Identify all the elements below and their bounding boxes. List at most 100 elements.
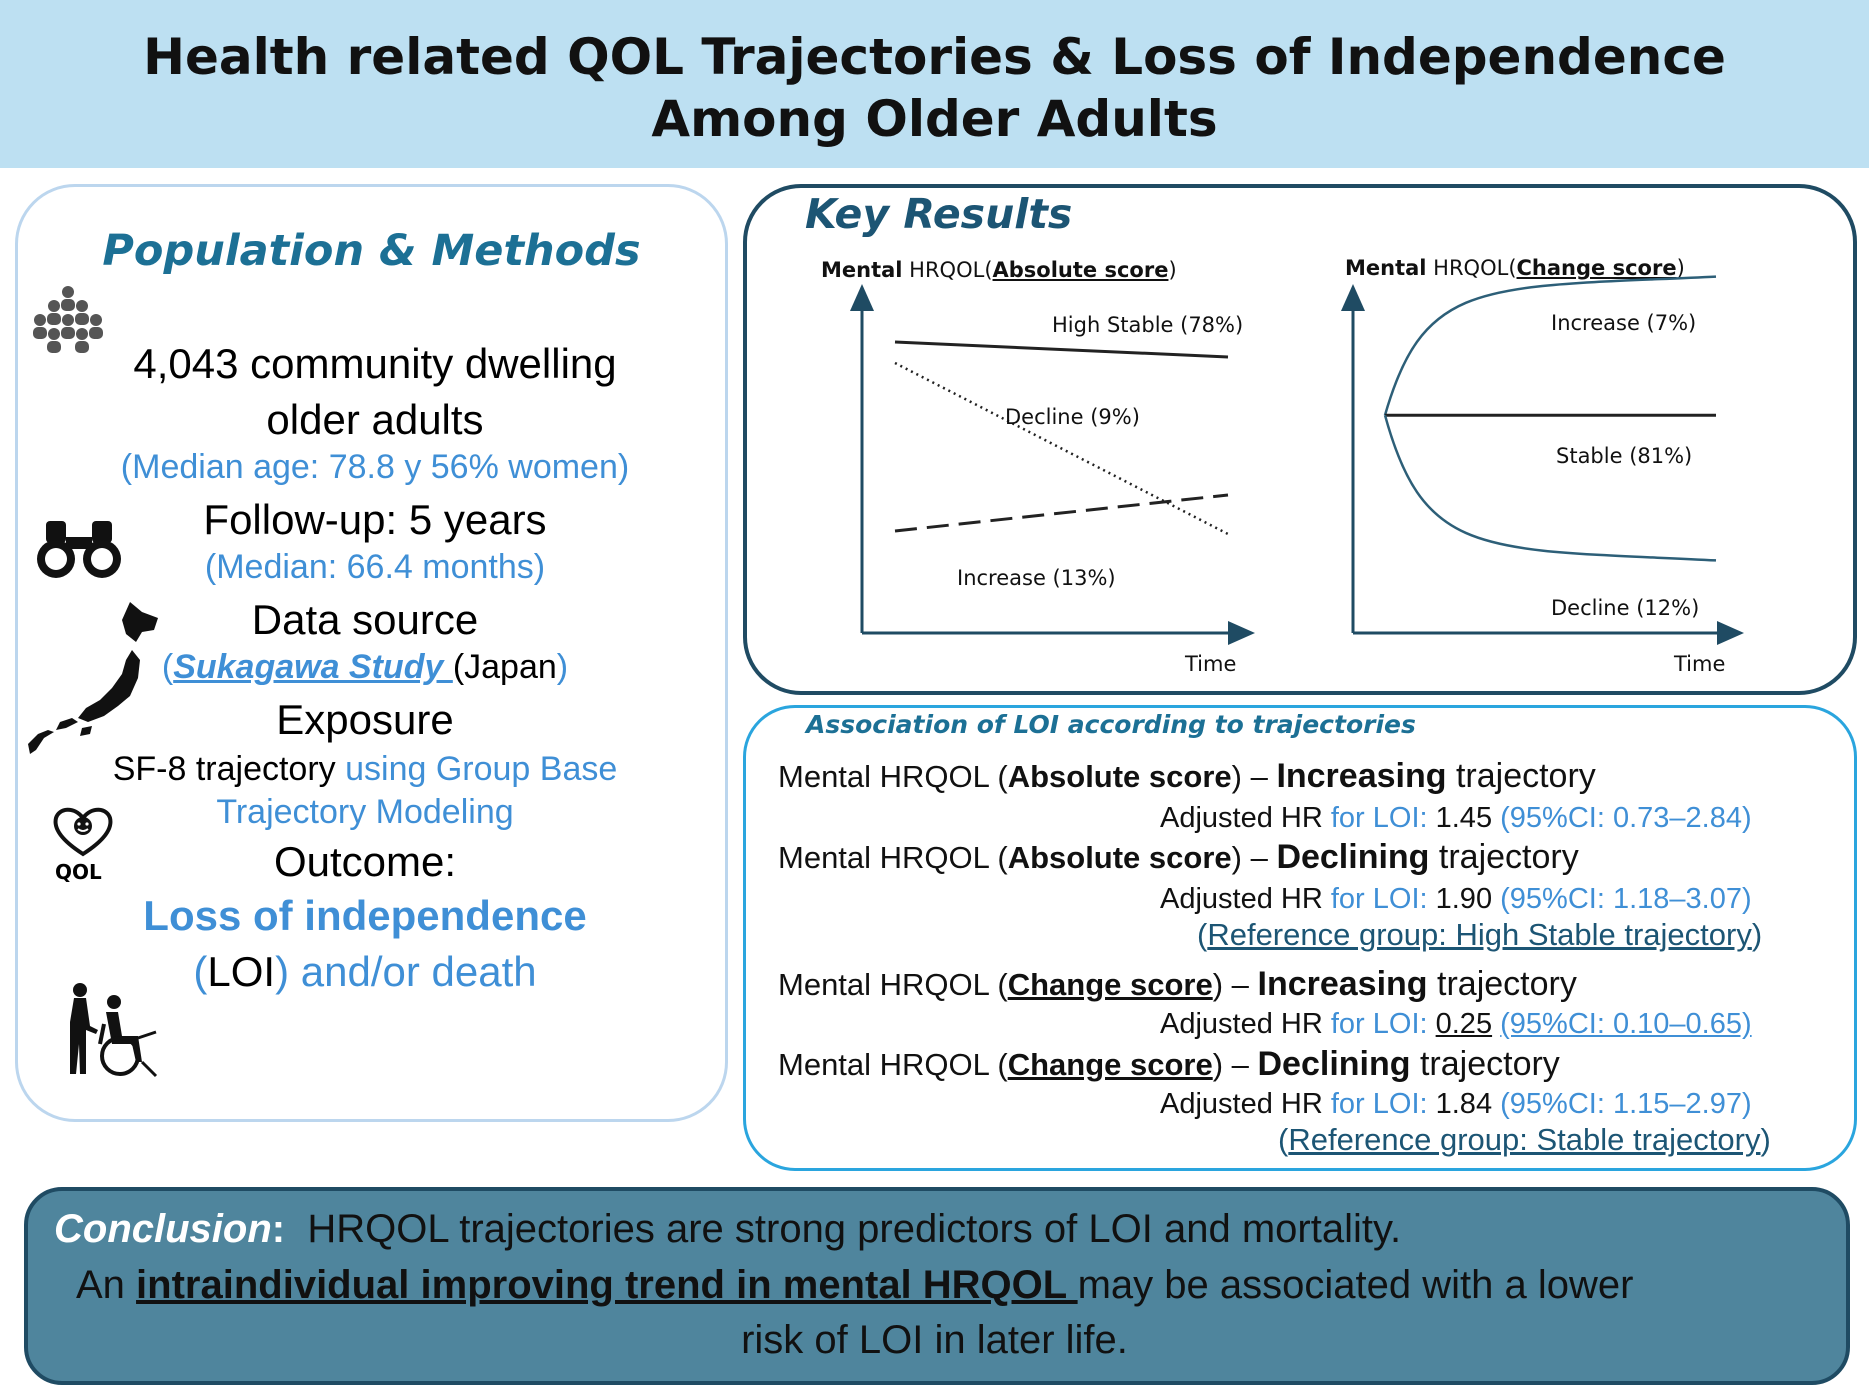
assoc-row-3-score: Change score — [1007, 967, 1213, 1002]
exposure-line-1: SF-8 trajectory using Group Base — [35, 750, 695, 789]
assoc-row-3-pre: Mental HRQOL ( — [778, 967, 1008, 1002]
chart-change-title-underlined: Change score — [1516, 256, 1677, 280]
assoc-row-4-hr-value: 1.84 — [1435, 1088, 1493, 1120]
conclusion-line-2-pre: An — [76, 1263, 137, 1307]
assoc-row-2: Mental HRQOL (Absolute score) – Declinin… — [778, 838, 1579, 877]
assoc-row-2-direction: Declining — [1276, 838, 1430, 876]
assoc-row-3-post: trajectory — [1427, 965, 1577, 1003]
reference-group-1-close: ) — [1751, 917, 1763, 952]
conclusion-emphasis: intraindividual improving trend in menta… — [136, 1263, 1078, 1307]
trajectory-line-chart2-series3 — [1383, 414, 1717, 562]
assoc-row-3-mid: ) – — [1212, 967, 1258, 1002]
chart-change-title: Mental HRQOL(Change score) — [1345, 256, 1685, 280]
title-banner: Health related QOL Trajectories & Loss o… — [0, 0, 1869, 168]
assoc-row-4-direction: Declining — [1257, 1045, 1411, 1083]
assoc-row-1-hr-prefix: Adjusted HR — [1160, 802, 1331, 834]
association-heading: Association of LOI according to trajecto… — [806, 710, 1416, 739]
methods-panel — [15, 184, 728, 1122]
followup-text: Follow-up: 5 years — [203, 496, 547, 543]
key-results-heading: Key Results — [805, 190, 1073, 238]
chart-change-label-decline: Decline (12%) — [1551, 596, 1700, 620]
heart-smile-icon — [53, 807, 113, 857]
conclusion-line-1: Conclusion: HRQOL trajectories are stron… — [54, 1207, 1401, 1252]
assoc-row-1-hr: Adjusted HR for LOI: 1.45 (95%CI: 0.73–2… — [1160, 802, 1752, 835]
qol-icon-label: QOL — [55, 860, 102, 884]
reference-group-1: (Reference group: High Stable trajectory… — [1197, 917, 1762, 953]
assoc-row-3-direction: Increasing — [1257, 965, 1428, 1003]
assoc-row-1-ci: (95%CI: 0.73–2.84) — [1500, 802, 1752, 834]
chart-absolute-title-mid: HRQOL( — [902, 258, 993, 282]
trajectory-line-chart1-series2 — [894, 361, 1229, 536]
chart-change-label-increase: Increase (7%) — [1551, 311, 1697, 335]
conclusion-line-3: risk of LOI in later life. — [741, 1318, 1128, 1362]
assoc-row-4-hr: Adjusted HR for LOI: 1.84 (95%CI: 1.15–2… — [1160, 1088, 1752, 1121]
assoc-row-3: Mental HRQOL (Change score) – Increasing… — [778, 965, 1577, 1004]
assoc-row-2-ci: (95%CI: 1.18–3.07) — [1500, 883, 1752, 915]
data-source-label: Data source — [251, 596, 479, 643]
reference-group-2-open: ( — [1278, 1122, 1289, 1157]
chart-change-title-mid: HRQOL( — [1426, 256, 1517, 280]
page-title-line-2: Among Older Adults — [651, 90, 1218, 148]
assoc-row-2-hr-prefix: Adjusted HR — [1160, 883, 1331, 915]
chart-absolute-title-end: ) — [1168, 258, 1177, 282]
data-source-value: (Sukagawa Study (Japan) — [35, 648, 695, 687]
assoc-row-3-hr-prefix: Adjusted HR — [1160, 1008, 1331, 1040]
chart-change-title-bold: Mental — [1345, 256, 1427, 280]
outcome-rest: ) and/or death — [275, 948, 537, 995]
chart-absolute-label-high-stable: High Stable (78%) — [1052, 313, 1244, 337]
exposure-label: Exposure — [276, 696, 454, 743]
chart-change-title-end: ) — [1676, 256, 1685, 280]
conclusion-text-1: HRQOL trajectories are strong predictors… — [307, 1207, 1402, 1251]
reference-group-1-text[interactable]: Reference group: High Stable trajectory — [1207, 917, 1752, 952]
followup-detail: (Median: 66.4 months) — [204, 548, 546, 586]
outcome-label: Outcome: — [273, 838, 457, 885]
assoc-row-2-hr-for: for LOI: — [1330, 883, 1436, 915]
chart-change-xlabel: Time — [1674, 652, 1726, 676]
trajectory-line-chart1-series1 — [894, 340, 1229, 359]
assoc-row-2-pre: Mental HRQOL ( — [778, 840, 1008, 875]
assoc-row-3-hr-for: for LOI: — [1330, 1008, 1436, 1040]
data-source-open-paren: ( — [161, 648, 174, 686]
chart-absolute-title-bold: Mental — [821, 258, 903, 282]
assoc-row-4-pre: Mental HRQOL ( — [778, 1047, 1008, 1082]
chart-absolute-label-increase: Increase (13%) — [957, 566, 1116, 590]
conclusion-line-2-post: may be associated with a lower — [1077, 1263, 1634, 1307]
assoc-row-3-hr-value: 0.25 — [1435, 1008, 1493, 1040]
reference-group-1-open: ( — [1197, 917, 1208, 952]
data-source-country: (Japan — [452, 648, 557, 686]
chart-absolute-label-decline: Decline (9%) — [1005, 405, 1140, 429]
chart-absolute-xlabel: Time — [1185, 652, 1237, 676]
assoc-row-2-hr: Adjusted HR for LOI: 1.90 (95%CI: 1.18–3… — [1160, 883, 1752, 916]
assoc-row-2-hr-value: 1.90 — [1435, 883, 1493, 915]
outcome-open-paren: ( — [193, 948, 208, 995]
binoculars-icon — [37, 521, 121, 578]
assoc-row-1-pre: Mental HRQOL ( — [778, 759, 1008, 794]
assoc-row-1-hr-value: 1.45 — [1435, 802, 1493, 834]
assoc-row-2-mid: ) – — [1231, 840, 1277, 875]
sukagawa-study-link[interactable]: Sukagawa Study — [173, 648, 453, 686]
chart-absolute-title: Mental HRQOL(Absolute score) — [821, 258, 1177, 282]
trajectory-line-chart2-series1 — [1383, 275, 1717, 416]
chart-change-label-stable: Stable (81%) — [1556, 444, 1693, 468]
reference-group-2-close: ) — [1760, 1122, 1771, 1157]
conclusion-label: Conclusion — [54, 1207, 272, 1251]
assoc-row-4-mid: ) – — [1212, 1047, 1258, 1082]
assoc-row-4-post: trajectory — [1410, 1045, 1560, 1083]
exposure-sf8: SF-8 trajectory — [112, 750, 346, 788]
exposure-line-2: Trajectory Modeling — [216, 793, 514, 831]
assoc-row-1: Mental HRQOL (Absolute score) – Increasi… — [778, 757, 1596, 796]
association-panel — [743, 705, 1857, 1171]
outcome-loi: LOI — [207, 948, 276, 995]
reference-group-2-text[interactable]: Reference group: Stable trajectory — [1288, 1122, 1761, 1157]
reference-group-2: (Reference group: Stable trajectory) — [1278, 1122, 1771, 1158]
page-title-line-1: Health related QOL Trajectories & Loss o… — [143, 28, 1726, 86]
japan-map-icon — [28, 602, 158, 754]
assoc-row-4-score: Change score — [1007, 1047, 1213, 1082]
caregiver-wheelchair-icon — [70, 983, 158, 1078]
assoc-row-4-ci: (95%CI: 1.15–2.97) — [1500, 1088, 1752, 1120]
data-source-close-paren: ) — [556, 648, 569, 686]
assoc-row-4-hr-prefix: Adjusted HR — [1160, 1088, 1331, 1120]
assoc-row-2-score: Absolute score — [1007, 840, 1232, 875]
assoc-row-3-ci: (95%CI: 0.10–0.65) — [1500, 1008, 1752, 1040]
